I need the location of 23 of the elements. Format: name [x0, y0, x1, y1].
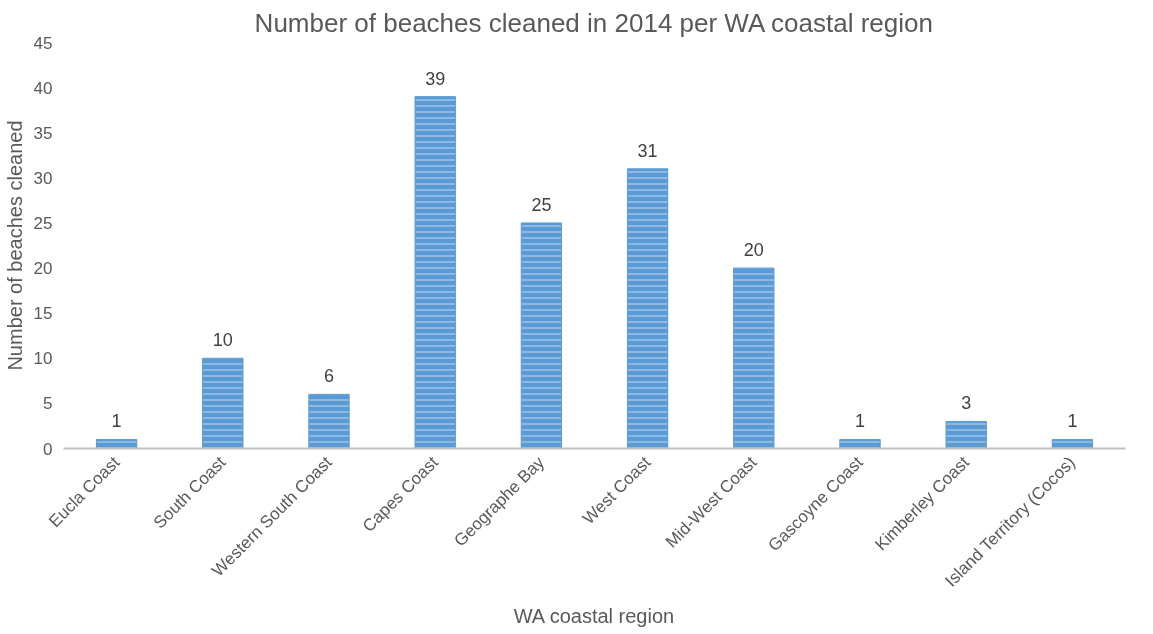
- data-label: 10: [212, 330, 233, 351]
- x-axis-title: WA coastal region: [513, 605, 675, 628]
- y-tick-label: 15: [33, 304, 53, 324]
- y-tick-label: 35: [33, 123, 53, 143]
- chart-title: Number of beaches cleaned in 2014 per WA coastal region: [254, 7, 933, 38]
- y-tick-label: 30: [33, 168, 53, 188]
- data-label: 39: [425, 68, 446, 89]
- y-tick-label: 25: [33, 213, 53, 233]
- data-label: 1: [111, 411, 122, 432]
- y-tick-label: 0: [43, 439, 53, 459]
- y-tick-label: 40: [33, 78, 53, 98]
- data-label: 20: [743, 240, 764, 261]
- data-label: 1: [1067, 411, 1078, 432]
- data-label: 31: [637, 140, 658, 161]
- data-label: 6: [323, 366, 335, 387]
- y-tick-label: 5: [43, 394, 53, 414]
- data-label: 1: [854, 411, 866, 432]
- y-axis-title: Number of beaches cleaned: [3, 120, 26, 371]
- data-label: 25: [531, 194, 552, 215]
- data-label: 3: [961, 393, 972, 414]
- y-tick-label: 10: [33, 349, 53, 369]
- y-tick-label: 45: [33, 33, 53, 53]
- y-tick-label: 20: [33, 259, 53, 279]
